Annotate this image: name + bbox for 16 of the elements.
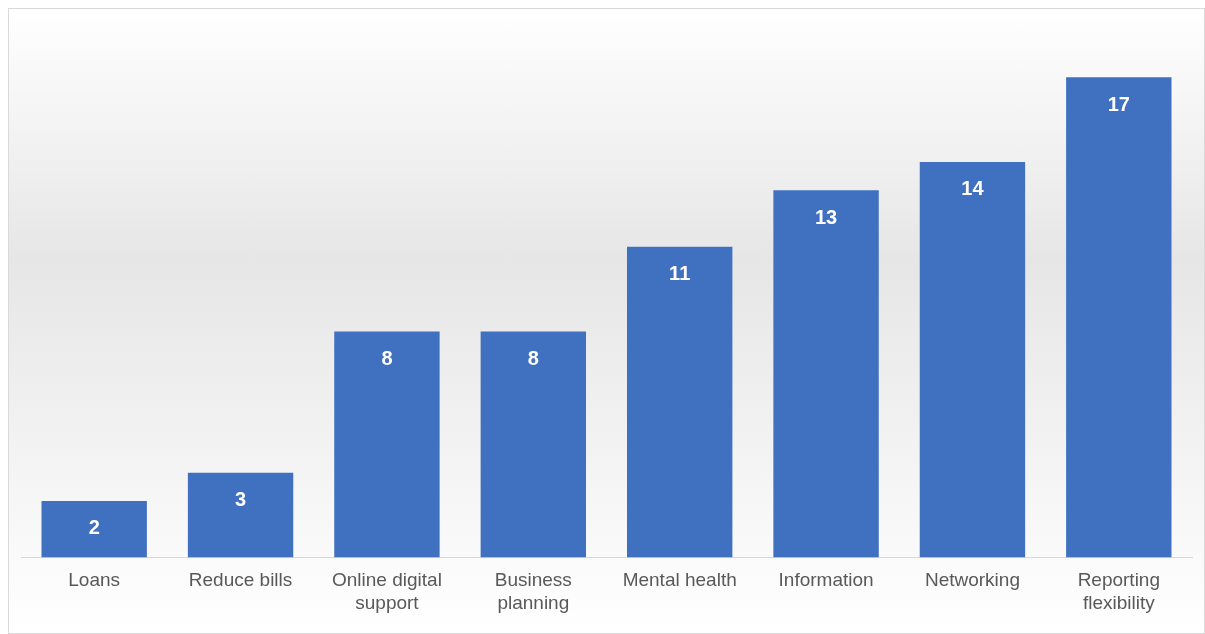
data-label: 8	[381, 346, 393, 369]
data-label: 3	[235, 488, 247, 511]
data-label: 13	[814, 205, 838, 228]
x-tick-label: Online digital support	[332, 569, 442, 613]
x-tick-label: Business planning	[494, 569, 572, 613]
x-tick-label: Mental health	[622, 569, 737, 591]
data-label: 11	[669, 262, 691, 285]
x-tick-label: Information	[778, 569, 874, 591]
x-tick-label: Networking	[924, 569, 1020, 591]
x-tick-label: Reporting flexibility	[1077, 569, 1161, 613]
data-label: 14	[961, 177, 985, 200]
data-label: 17	[1107, 92, 1130, 115]
x-tick-label: Reduce bills	[188, 569, 293, 591]
data-label: 2	[88, 516, 100, 539]
x-tick-label: Loans	[68, 569, 121, 591]
data-label: 8	[527, 346, 539, 369]
